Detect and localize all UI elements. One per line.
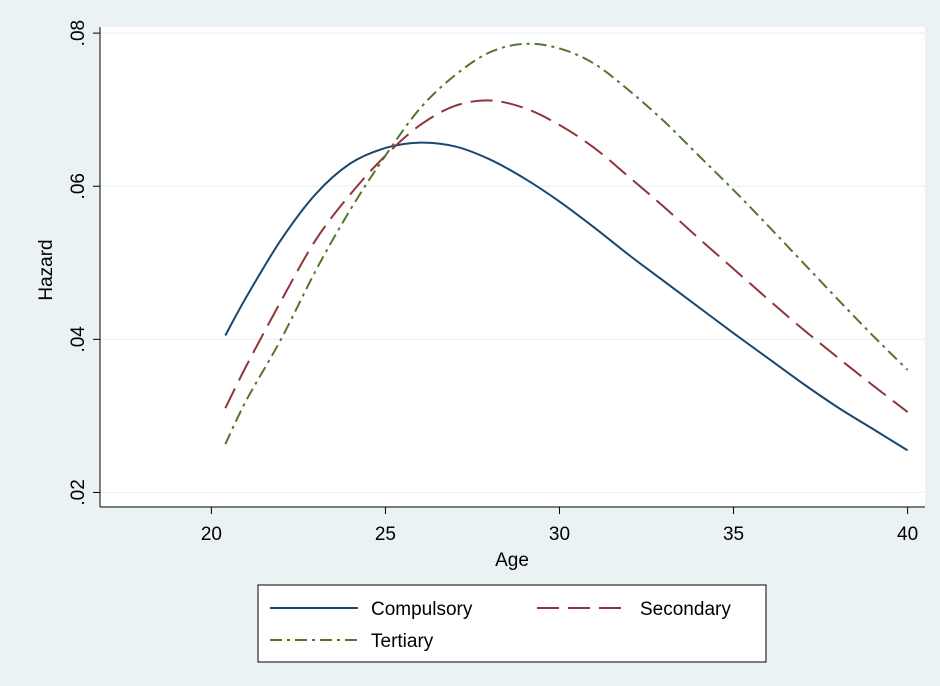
ticks: .02 .04 .06 .08 20 25 30 35 40 xyxy=(68,20,918,545)
series-line-secondary xyxy=(224,99,909,413)
grid-lines xyxy=(100,32,925,494)
legend: Compulsory Secondary Tertiary xyxy=(257,584,767,663)
y-tick-label-3: .08 xyxy=(68,20,89,46)
legend-label-tertiary: Tertiary xyxy=(371,631,434,652)
y-tick-label-0: .02 xyxy=(68,479,89,505)
y-tick-label-1: .04 xyxy=(68,326,89,353)
series-line-compulsory xyxy=(224,141,909,452)
y-tick-label-2: .06 xyxy=(68,173,89,199)
x-tick-label-2: 30 xyxy=(549,524,570,545)
x-tick-label-0: 20 xyxy=(201,524,222,545)
axes xyxy=(99,27,925,508)
x-axis-label: Age xyxy=(495,550,529,571)
x-tick-label-3: 35 xyxy=(723,524,744,545)
legend-label-compulsory: Compulsory xyxy=(371,599,473,620)
y-axis-label: Hazard xyxy=(36,239,57,300)
legend-label-secondary: Secondary xyxy=(640,599,731,620)
series-layer xyxy=(224,42,909,452)
plot-area xyxy=(100,27,925,507)
legend-box xyxy=(257,584,767,663)
x-tick-label-1: 25 xyxy=(375,524,396,545)
series-line-tertiary xyxy=(224,42,909,445)
x-tick-label-4: 40 xyxy=(897,524,918,545)
